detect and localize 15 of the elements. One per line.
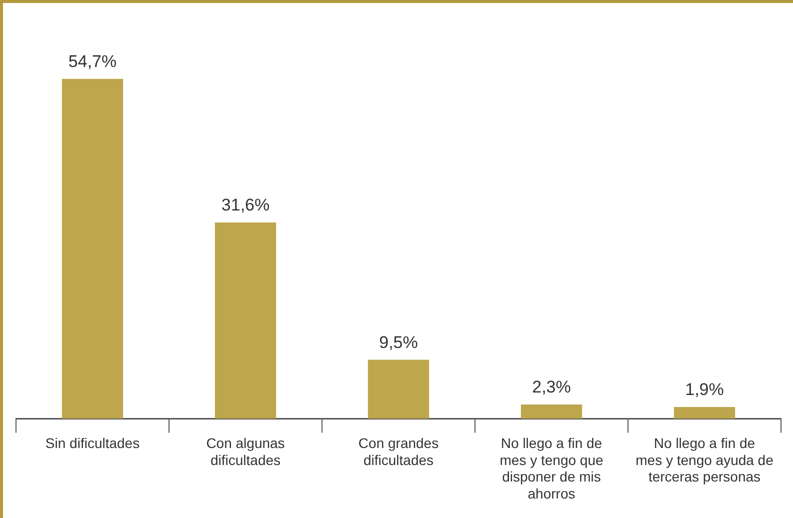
x-tick-label: Con algunas dificultades [206,435,285,468]
bar [674,406,736,419]
data-label: 9,5% [379,332,418,352]
data-label: 2,3% [532,378,571,397]
data-label: 1,9% [685,380,724,400]
data-label: 54,7% [68,52,117,72]
bar [520,404,582,419]
x-tick-label: No llego a fin de mes y tengo ayuda de terceras personas [636,435,774,485]
data-label: 31,6% [221,196,270,215]
x-tick-label: Sin dificultades [45,435,140,452]
x-tick-label: No llego a fin de mes y tengo que disponer de mis ahorros [500,435,604,502]
bar [214,222,276,419]
x-tick-label: Con grandes dificultades [358,435,439,468]
bar [368,360,430,419]
bar [62,78,124,419]
